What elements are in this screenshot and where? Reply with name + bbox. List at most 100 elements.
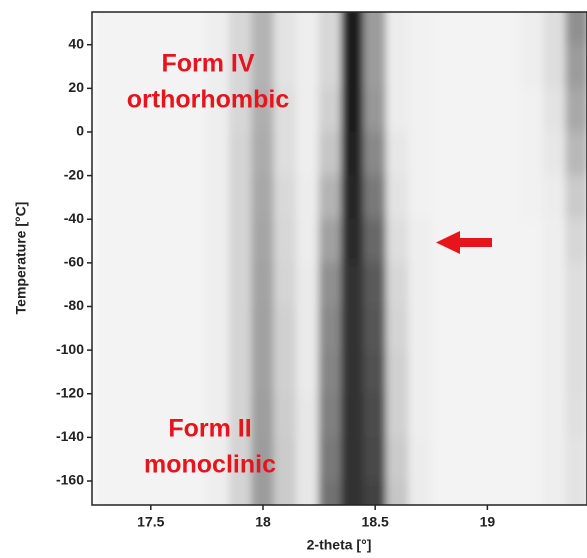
heatmap-cell	[161, 480, 185, 505]
heatmap-cell	[363, 131, 387, 177]
y-tick-label: 0	[76, 123, 84, 139]
x-tick-label: 17.5	[137, 514, 164, 530]
heatmap-cell	[273, 436, 298, 482]
heatmap-cell	[183, 262, 208, 307]
heatmap-cell	[228, 262, 253, 307]
heatmap-cell	[430, 349, 455, 395]
heatmap-cell	[385, 44, 410, 89]
heatmap-cell	[475, 44, 500, 89]
heatmap-cell	[453, 87, 477, 133]
heatmap-cell	[542, 393, 567, 438]
heatmap-cell	[475, 480, 500, 505]
heatmap-cell	[385, 349, 410, 395]
heatmap-cell	[139, 262, 163, 307]
heatmap-cell	[542, 480, 567, 505]
heatmap-cell	[94, 262, 118, 307]
heatmap-cell	[475, 131, 500, 177]
heatmap-cell	[139, 305, 163, 351]
y-tick-label: -80	[64, 297, 84, 313]
heatmap-cell	[363, 393, 387, 438]
heatmap-cell	[94, 131, 118, 177]
heatmap-cell	[430, 44, 455, 89]
heatmap-cell	[318, 436, 343, 482]
heatmap-cell	[565, 87, 587, 133]
heatmap-cell	[453, 436, 477, 482]
y-tick-label: -40	[64, 210, 84, 226]
heatmap-cell	[161, 393, 185, 438]
heatmap-cell	[498, 175, 522, 220]
heatmap-cell	[116, 218, 141, 264]
heatmap-cell	[206, 480, 230, 505]
heatmap-cell	[183, 131, 208, 177]
heatmap-cell	[498, 44, 522, 89]
y-tick-label: -120	[56, 384, 84, 400]
heatmap-cell	[341, 131, 365, 177]
heatmap-cell	[296, 218, 320, 264]
heatmap-cell	[498, 262, 522, 307]
annotation: orthorhombic	[127, 86, 290, 114]
annotation: monoclinic	[144, 451, 276, 479]
heatmap-cell	[542, 305, 567, 351]
heatmap-cell	[475, 393, 500, 438]
heatmap-cell	[296, 393, 320, 438]
heatmap-cell	[453, 131, 477, 177]
heatmap-cell	[542, 12, 567, 46]
heatmap-cell	[116, 44, 141, 89]
axes: 17.5 18 18.5 19 40 20 0 -20 -40 -60 -80 -100 -120 -14…	[56, 35, 495, 529]
heatmap-cell	[408, 480, 432, 505]
heatmap-cell	[161, 175, 185, 220]
heatmap-cell	[183, 218, 208, 264]
heatmap-cell	[228, 480, 253, 505]
heatmap-cell	[161, 262, 185, 307]
heatmap-cell	[453, 480, 477, 505]
heatmap-cell	[408, 175, 432, 220]
heatmap-cell	[116, 436, 141, 482]
heatmap-cell	[161, 12, 185, 46]
heatmap-cell	[183, 393, 208, 438]
heatmap-cell	[341, 12, 365, 46]
heatmap-cell	[206, 87, 230, 133]
heatmap-cell	[318, 262, 343, 307]
heatmap-cell	[430, 436, 455, 482]
heatmap-cell	[228, 305, 253, 351]
heatmap-cell	[228, 87, 253, 133]
heatmap-cell	[116, 12, 141, 46]
heatmap-cell	[273, 393, 298, 438]
heatmap-cell	[161, 131, 185, 177]
heatmap-cell	[228, 393, 253, 438]
heatmap-cell	[296, 349, 320, 395]
heatmap-cell	[498, 305, 522, 351]
heatmap-cell	[206, 175, 230, 220]
heatmap-cell	[139, 436, 163, 482]
heatmap-cell	[251, 436, 275, 482]
heatmap-cell	[453, 44, 477, 89]
heatmap-cell	[542, 175, 567, 220]
heatmap-cell	[228, 44, 253, 89]
heatmap-cell	[251, 87, 275, 133]
heatmap-cell	[475, 305, 500, 351]
heatmap-cell	[116, 349, 141, 395]
heatmap-cell	[139, 131, 163, 177]
heatmap-cell	[430, 480, 455, 505]
heatmap-cell	[296, 262, 320, 307]
heatmap-cell	[453, 12, 477, 46]
heatmap-cell	[273, 44, 298, 89]
heatmap-cell	[385, 305, 410, 351]
heatmap-cell	[116, 87, 141, 133]
heatmap-cell	[251, 480, 275, 505]
heatmap-cell	[363, 12, 387, 46]
heatmap-cell	[228, 218, 253, 264]
heatmap-cell	[565, 131, 587, 177]
heatmap-cell	[430, 87, 455, 133]
heatmap-cell	[139, 44, 163, 89]
heatmap-cell	[206, 131, 230, 177]
heatmap-cell	[565, 175, 587, 220]
heatmap-cell	[94, 393, 118, 438]
heatmap-cell	[139, 218, 163, 264]
heatmap-cell	[520, 480, 544, 505]
heatmap-cell	[296, 480, 320, 505]
heatmap-cell	[116, 131, 141, 177]
heatmap-cell	[206, 436, 230, 482]
heatmap-cell	[228, 349, 253, 395]
heatmap-cell	[251, 131, 275, 177]
